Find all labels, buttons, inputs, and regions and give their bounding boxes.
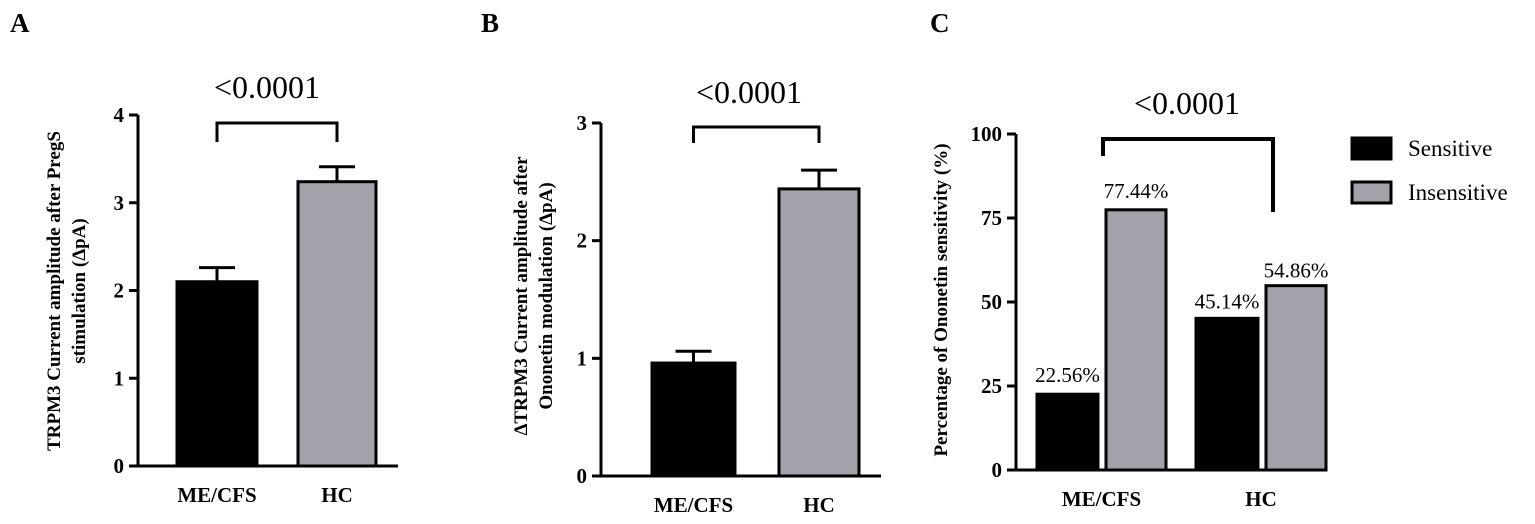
panel-a-category-label: HC xyxy=(321,483,353,507)
panel-b-chart: 0 1 2 3 ME/CFS HC <0.0001 ΔTRPM3 Current amplit… xyxy=(511,74,881,517)
panel-a-p-value: <0.0001 xyxy=(214,69,320,105)
panel-a-letter: A xyxy=(10,8,30,38)
panel-a-significance-bracket xyxy=(215,121,339,142)
panel-c-chart: 0 25 50 75 100 22.56% 77.44% ME/CFS 45.14%54.86%… xyxy=(931,85,1328,511)
legend-swatch-sensitive xyxy=(1350,136,1393,161)
panel-a-category-label: ME/CFS xyxy=(177,483,256,507)
panel-b-category-label: HC xyxy=(803,493,835,517)
panel-c-significance-bracket xyxy=(1101,137,1275,212)
panel-a-bar-mecfs xyxy=(175,280,259,468)
panel-c-y-axis-label: Percentage of Ononetin sensitivity (%) xyxy=(931,143,952,456)
panel-b-bar-mecfs xyxy=(650,361,737,478)
panel-c-data-label: 22.56% xyxy=(1035,363,1100,387)
panel-a-y-tick-label: 4 xyxy=(114,103,125,127)
panel-c-p-value: <0.0001 xyxy=(1134,85,1240,121)
panel-b-y-tick-label: 0 xyxy=(577,464,588,488)
panel-c-bar-insensitive-hc xyxy=(1264,284,1328,472)
panel-c-bar-sensitive-hc xyxy=(1194,316,1260,472)
panel-c-y-tick-label: 75 xyxy=(981,206,1002,230)
panel-c-bar-insensitive-mecfs xyxy=(1104,208,1168,472)
panel-b-y-tick-label: 3 xyxy=(577,111,588,135)
panel-c-bar-sensitive-mecfs xyxy=(1035,392,1100,472)
panel-c-y-tick-label: 25 xyxy=(981,374,1002,398)
panel-c-y-tick-label: 100 xyxy=(971,122,1003,146)
panel-b-category-label: ME/CFS xyxy=(654,493,733,517)
panel-a-y-tick-label: 2 xyxy=(114,279,125,303)
panel-b-p-value: <0.0001 xyxy=(696,74,802,110)
panel-b-letter: B xyxy=(481,8,499,38)
panel-c-data-label: 77.44% xyxy=(1104,179,1169,203)
panel-a-bar-hc xyxy=(296,180,378,468)
panel-c-y-tick-label: 50 xyxy=(981,290,1002,314)
panel-a-y-tick-label: 3 xyxy=(114,191,125,215)
panel-c-category-label: HC xyxy=(1245,487,1277,511)
legend-label-sensitive: Sensitive xyxy=(1408,136,1492,161)
legend-label-insensitive: Insensitive xyxy=(1408,180,1508,205)
panel-b-y-tick-label: 1 xyxy=(577,346,588,370)
panel-c-data-label: 45.14% xyxy=(1195,289,1260,313)
panel-c-letter: C xyxy=(930,8,950,38)
panel-c-data-label: 54.86% xyxy=(1264,259,1329,283)
panel-b-significance-bracket xyxy=(692,125,821,143)
panel-a-y-axis-label: TRPM3 Current amplitude after PregS stimu… xyxy=(44,131,90,451)
panel-b-y-tick-label: 2 xyxy=(577,229,588,253)
panel-a-y-tick-label: 1 xyxy=(114,366,125,390)
legend: Sensitive Insensitive xyxy=(1350,136,1508,205)
panel-b-bar-hc xyxy=(777,187,861,478)
legend-swatch-insensitive xyxy=(1350,180,1393,205)
panel-b-y-axis-label: ΔTRPM3 Current amplitude after Ononetin m… xyxy=(511,156,557,436)
panel-a-chart: 0 1 2 3 4 ME/CFS HC <0.0001 TRPM3 Current amplit… xyxy=(44,69,398,507)
panel-a-y-tick-label: 0 xyxy=(114,454,125,478)
panel-c-category-label: ME/CFS xyxy=(1062,487,1141,511)
panel-c-y-tick-label: 0 xyxy=(992,458,1003,482)
